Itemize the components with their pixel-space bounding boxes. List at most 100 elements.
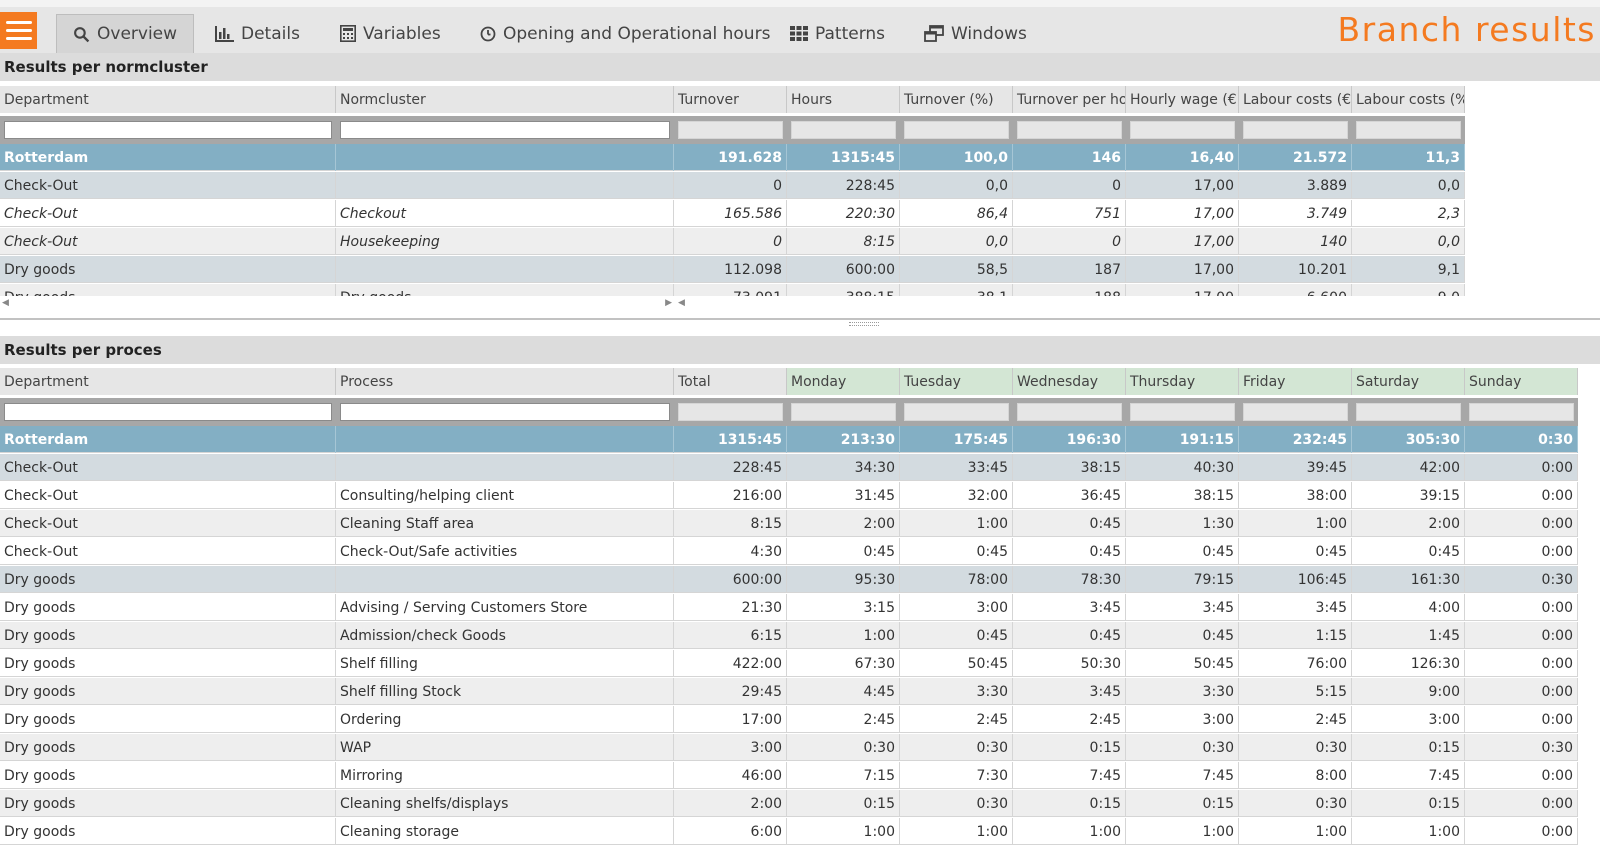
scroll-left-icon[interactable]: ◀ bbox=[2, 298, 9, 308]
filter-input[interactable] bbox=[4, 121, 332, 139]
table-cell: 100,0 bbox=[900, 144, 1013, 171]
table-cell: 751 bbox=[1013, 200, 1126, 227]
table-cell: 0:15 bbox=[1013, 790, 1126, 817]
table-cell: 0:00 bbox=[1465, 454, 1578, 481]
panel-divider[interactable] bbox=[0, 318, 1600, 320]
tab-variables[interactable]: Variables bbox=[340, 14, 441, 53]
tab-patterns[interactable]: Patterns bbox=[790, 14, 885, 53]
column-header[interactable]: Process bbox=[336, 368, 674, 395]
column-header[interactable]: Wednesday bbox=[1013, 368, 1126, 395]
table-row[interactable]: Dry goods Mirroring 46:00 7:15 7:30 7:45 7:45 8… bbox=[0, 762, 1578, 789]
table-cell: 76:00 bbox=[1239, 650, 1352, 677]
table-row[interactable]: Dry goods Shelf filling 422:00 67:30 50:45 50… bbox=[0, 650, 1578, 677]
filter-input[interactable] bbox=[4, 403, 332, 421]
table-row[interactable]: Check-Out Housekeeping 0 8:15 0,0 0 17,00 140 0,… bbox=[0, 228, 1465, 255]
column-header[interactable]: Normcluster bbox=[336, 86, 674, 113]
table-row[interactable]: Check-Out Check-Out/Safe activities 4:30 0:… bbox=[0, 538, 1578, 565]
table-row[interactable]: Check-Out 228:45 34:30 33:45 38:15 40:30 39:45… bbox=[0, 454, 1578, 481]
page-title: Branch results bbox=[1337, 10, 1596, 49]
table-cell: Dry goods bbox=[0, 256, 336, 283]
table-row[interactable]: Check-Out 0 228:45 0,0 0 17,00 3.889 0,0 bbox=[0, 172, 1465, 199]
table-cell: 0:15 bbox=[1352, 734, 1465, 761]
normcluster-left-scrollbar[interactable]: ◀ ▶ bbox=[2, 296, 672, 310]
table-cell: 3:00 bbox=[900, 594, 1013, 621]
column-header[interactable]: Tuesday bbox=[900, 368, 1013, 395]
tab-windows[interactable]: Windows bbox=[924, 14, 1027, 53]
filter-cell bbox=[1352, 116, 1465, 144]
column-header[interactable]: Hours bbox=[787, 86, 900, 113]
column-header[interactable]: Labour costs (%) bbox=[1352, 86, 1465, 113]
table-row[interactable]: Dry goods Cleaning storage 6:00 1:00 1:00 1:0… bbox=[0, 818, 1578, 845]
table-cell: 1:00 bbox=[787, 818, 900, 845]
tab-opening-hours[interactable]: Opening and Operational hours bbox=[480, 14, 770, 53]
tab-details[interactable]: Details bbox=[214, 14, 300, 53]
top-strip bbox=[0, 0, 1600, 7]
table-cell: 1:00 bbox=[1013, 818, 1126, 845]
table-cell: 0:00 bbox=[1465, 790, 1578, 817]
column-header[interactable]: Turnover (%) bbox=[900, 86, 1013, 113]
table-row[interactable]: Dry goods 112.098 600:00 58,5 187 17,00 10.201… bbox=[0, 256, 1465, 283]
table-row[interactable]: Check-Out Checkout 165.586 220:30 86,4 751 17,… bbox=[0, 200, 1465, 227]
search-icon bbox=[73, 26, 90, 43]
column-header[interactable]: Turnover per hour bbox=[1013, 86, 1126, 113]
table-cell: 213:30 bbox=[787, 426, 900, 453]
table-row[interactable]: Dry goods Advising / Serving Customers St… bbox=[0, 594, 1578, 621]
table-cell: 175:45 bbox=[900, 426, 1013, 453]
table-cell: Check-Out bbox=[0, 538, 336, 565]
filter-cell bbox=[674, 116, 787, 144]
filter-input[interactable] bbox=[340, 403, 670, 421]
column-header[interactable]: Turnover bbox=[674, 86, 787, 113]
column-header[interactable]: Thursday bbox=[1126, 368, 1239, 395]
scroll-right-icon[interactable]: ▶ bbox=[665, 298, 672, 308]
table-cell: 0:30 bbox=[1126, 734, 1239, 761]
table-row[interactable]: Rotterdam 1315:45 213:30 175:45 196:30 191:15… bbox=[0, 426, 1578, 453]
table-cell: 422:00 bbox=[674, 650, 787, 677]
filter-cell bbox=[336, 398, 674, 426]
table-cell: 50:30 bbox=[1013, 650, 1126, 677]
table-cell: 126:30 bbox=[1352, 650, 1465, 677]
column-header[interactable]: Total bbox=[674, 368, 787, 395]
column-header[interactable]: Monday bbox=[787, 368, 900, 395]
filter-cell bbox=[787, 116, 900, 144]
filter-input bbox=[1243, 403, 1348, 421]
table-cell: Advising / Serving Customers Store bbox=[336, 594, 674, 621]
table-row[interactable]: Dry goods Shelf filling Stock 29:45 4:45 3:3… bbox=[0, 678, 1578, 705]
table-row[interactable]: Dry goods Cleaning shelfs/displays 2:00 0:1… bbox=[0, 790, 1578, 817]
table-row[interactable]: Dry goods Ordering 17:00 2:45 2:45 2:45 3:00 2:… bbox=[0, 706, 1578, 733]
table-cell: 9,1 bbox=[1352, 256, 1465, 283]
normcluster-right-scrollbar[interactable]: ◀ bbox=[678, 296, 698, 310]
table-cell: 67:30 bbox=[787, 650, 900, 677]
table-cell: 95:30 bbox=[787, 566, 900, 593]
table-row[interactable]: Check-Out Cleaning Staff area 8:15 2:00 1:00… bbox=[0, 510, 1578, 537]
scroll-left-icon[interactable]: ◀ bbox=[678, 298, 685, 308]
table-cell: 7:45 bbox=[1352, 762, 1465, 789]
table-cell: 0:45 bbox=[1013, 510, 1126, 537]
column-header[interactable]: Friday bbox=[1239, 368, 1352, 395]
column-header[interactable]: Hourly wage (€) bbox=[1126, 86, 1239, 113]
table-row[interactable]: Dry goods Admission/check Goods 6:15 1:00 0:… bbox=[0, 622, 1578, 649]
filter-input[interactable] bbox=[340, 121, 670, 139]
column-header[interactable]: Department bbox=[0, 86, 336, 113]
table-row[interactable]: Check-Out Consulting/helping client 216:00… bbox=[0, 482, 1578, 509]
column-header[interactable]: Department bbox=[0, 368, 336, 395]
table-cell: Check-Out bbox=[0, 510, 336, 537]
tab-overview[interactable]: Overview bbox=[56, 14, 195, 53]
filter-cell bbox=[0, 398, 336, 426]
filter-cell bbox=[900, 116, 1013, 144]
table-row[interactable]: Rotterdam 191.628 1315:45 100,0 146 16,40 21.5… bbox=[0, 144, 1465, 171]
table-cell: 16,40 bbox=[1126, 144, 1239, 171]
column-header[interactable]: Labour costs (€) bbox=[1239, 86, 1352, 113]
tab-label: Details bbox=[241, 23, 300, 44]
table-cell: Dry goods bbox=[0, 594, 336, 621]
table-row[interactable]: Dry goods WAP 3:00 0:30 0:30 0:15 0:30 0:30 0:15… bbox=[0, 734, 1578, 761]
table-cell: Checkout bbox=[336, 200, 674, 227]
column-header[interactable]: Sunday bbox=[1465, 368, 1578, 395]
column-header[interactable]: Saturday bbox=[1352, 368, 1465, 395]
calculator-icon bbox=[340, 25, 356, 42]
table-cell: 40:30 bbox=[1126, 454, 1239, 481]
table-cell: 78:30 bbox=[1013, 566, 1126, 593]
table-cell: 33:45 bbox=[900, 454, 1013, 481]
hamburger-menu-button[interactable] bbox=[0, 12, 37, 49]
splitter-grip-icon[interactable] bbox=[849, 322, 879, 326]
table-row[interactable]: Dry goods 600:00 95:30 78:00 78:30 79:15 106:4… bbox=[0, 566, 1578, 593]
